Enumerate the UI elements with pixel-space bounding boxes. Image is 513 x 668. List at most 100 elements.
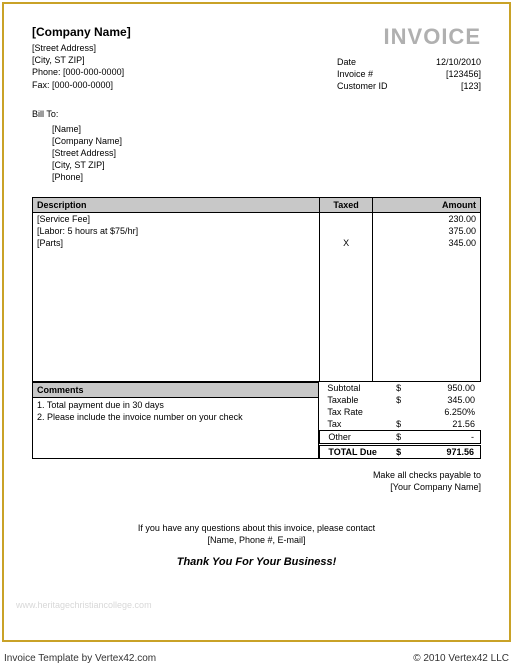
table-row [33, 261, 481, 273]
cell-description [33, 357, 320, 369]
cell-description [33, 321, 320, 333]
table-row [33, 309, 481, 321]
meta-custid-value: [123] [425, 80, 481, 92]
cell-taxed [319, 345, 373, 357]
bill-to-phone: [Phone] [52, 171, 481, 183]
cell-taxed [319, 261, 373, 273]
col-header-taxed: Taxed [319, 198, 373, 213]
company-fax: Fax: [000-000-0000] [32, 79, 131, 91]
subtotal-value: 950.00 [406, 383, 479, 393]
cell-amount [373, 285, 481, 297]
cell-taxed [319, 273, 373, 285]
table-row [33, 285, 481, 297]
items-table: Description Taxed Amount [Service Fee]23… [32, 197, 481, 382]
subtotal-label: Subtotal [321, 383, 390, 393]
tax-currency: $ [391, 419, 407, 429]
table-row: [Service Fee] 230.00 [33, 213, 481, 226]
cell-amount [373, 333, 481, 345]
cell-taxed [319, 297, 373, 309]
cell-amount [373, 273, 481, 285]
cell-taxed [319, 321, 373, 333]
taxable-currency: $ [391, 395, 407, 405]
bill-to-address: [Street Address] [52, 147, 481, 159]
comment-line: 1. Total payment due in 30 days [37, 400, 314, 412]
comments-header: Comments [33, 382, 318, 398]
meta-date-label: Date [337, 56, 407, 68]
cell-description [33, 261, 320, 273]
subtotal-currency: $ [391, 383, 407, 393]
bill-to-company: [Company Name] [52, 135, 481, 147]
col-header-amount: Amount [373, 198, 481, 213]
cell-description: [Parts] [33, 237, 320, 249]
cell-taxed [319, 369, 373, 382]
payable-line2: [Your Company Name] [32, 481, 481, 493]
footer-left: Invoice Template by Vertex42.com [4, 653, 156, 664]
cell-description [33, 285, 320, 297]
cell-amount [373, 357, 481, 369]
footer-right: © 2010 Vertex42 LLC [413, 653, 509, 664]
cell-amount [373, 345, 481, 357]
cell-taxed [319, 213, 373, 226]
other-currency: $ [391, 432, 407, 442]
cell-taxed [319, 249, 373, 261]
bill-to-name: [Name] [52, 123, 481, 135]
taxable-label: Taxable [321, 395, 390, 405]
total-currency: $ [391, 447, 407, 457]
cell-description [33, 297, 320, 309]
cell-amount: 345.00 [373, 237, 481, 249]
table-row [33, 249, 481, 261]
company-phone: Phone: [000-000-0000] [32, 66, 131, 78]
company-block: [Company Name] [Street Address] [City, S… [32, 24, 131, 92]
questions-block: If you have any questions about this inv… [32, 522, 481, 546]
table-row: [Parts]X345.00 [33, 237, 481, 249]
cell-description [33, 273, 320, 285]
company-city: [City, ST ZIP] [32, 54, 131, 66]
cell-amount: 230.00 [373, 213, 481, 226]
company-address: [Street Address] [32, 42, 131, 54]
cell-taxed [319, 285, 373, 297]
cell-taxed [319, 225, 373, 237]
cell-taxed [319, 309, 373, 321]
meta-custid-label: Customer ID [337, 80, 407, 92]
table-row [33, 321, 481, 333]
cell-taxed [319, 357, 373, 369]
below-table: Comments 1. Total payment due in 30 days… [32, 382, 481, 459]
table-row [33, 297, 481, 309]
cell-description [33, 369, 320, 382]
cell-amount [373, 309, 481, 321]
invoice-meta: Date 12/10/2010 Invoice # [123456] Custo… [337, 56, 481, 92]
invoice-page: [Company Name] [Street Address] [City, S… [2, 2, 511, 642]
tax-value: 21.56 [406, 419, 479, 429]
table-row [33, 273, 481, 285]
table-row [33, 357, 481, 369]
taxable-value: 345.00 [406, 395, 479, 405]
questions-line2: [Name, Phone #, E-mail] [32, 534, 481, 546]
header: [Company Name] [Street Address] [City, S… [32, 24, 481, 92]
meta-date-value: 12/10/2010 [425, 56, 481, 68]
meta-invnum-label: Invoice # [337, 68, 407, 80]
comments-box: Comments 1. Total payment due in 30 days… [32, 382, 319, 459]
totals-block: Subtotal $ 950.00 Taxable $ 345.00 Tax R… [319, 382, 481, 459]
cell-description: [Service Fee] [33, 213, 320, 226]
questions-line1: If you have any questions about this inv… [32, 522, 481, 534]
comment-line: 2. Please include the invoice number on … [37, 412, 314, 424]
table-row [33, 333, 481, 345]
tax-label: Tax [321, 419, 390, 429]
bill-to-block: Bill To: [Name] [Company Name] [Street A… [32, 108, 481, 183]
taxrate-blank [391, 407, 407, 417]
comments-body: 1. Total payment due in 30 days2. Please… [33, 398, 318, 438]
total-value: 971.56 [406, 447, 478, 457]
cell-taxed: X [319, 237, 373, 249]
table-row: [Labor: 5 hours at $75/hr]375.00 [33, 225, 481, 237]
payable-line1: Make all checks payable to [32, 469, 481, 481]
meta-invnum-value: [123456] [425, 68, 481, 80]
thank-you: Thank You For Your Business! [32, 556, 481, 568]
cell-description [33, 309, 320, 321]
other-label: Other [322, 432, 390, 442]
other-value: - [406, 432, 478, 442]
bill-to-title: Bill To: [32, 108, 481, 120]
cell-description: [Labor: 5 hours at $75/hr] [33, 225, 320, 237]
cell-amount [373, 297, 481, 309]
bill-to-city: [City, ST ZIP] [52, 159, 481, 171]
cell-amount [373, 321, 481, 333]
